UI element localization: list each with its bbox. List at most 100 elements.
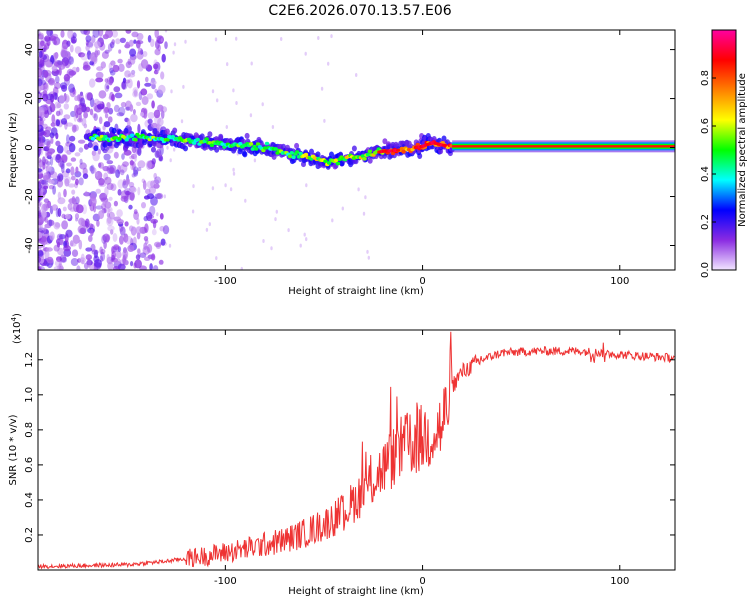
noise-dot <box>129 191 135 202</box>
noise-dot <box>161 53 166 63</box>
noise-dot <box>55 110 61 117</box>
noise-dot <box>119 37 126 43</box>
noise-dot <box>98 30 104 37</box>
noise-dot <box>149 205 156 216</box>
ridge-halo <box>382 138 388 145</box>
noise-dot <box>72 234 80 244</box>
noise-dot <box>85 254 93 261</box>
noise-dot <box>232 167 235 172</box>
ridge-core <box>133 138 138 142</box>
noise-dot <box>154 30 159 39</box>
noise-dot <box>46 256 54 264</box>
spectrogram-panel: -100 0 100 -40 -20 0 20 40 Height of straight l… <box>8 29 676 297</box>
noise-dot <box>81 105 87 113</box>
noise-dot <box>60 49 67 58</box>
noise-dot <box>106 182 114 191</box>
noise-dot <box>117 58 123 64</box>
noise-dot <box>57 263 64 270</box>
ridge-core <box>367 149 373 154</box>
noise-dot <box>145 188 151 195</box>
ridge-core <box>264 141 270 146</box>
noise-dot <box>38 124 42 131</box>
noise-dot <box>130 113 138 123</box>
noise-dot <box>65 229 73 238</box>
noise-dot <box>54 259 62 267</box>
noise-dot <box>138 91 143 101</box>
noise-dot <box>105 30 113 38</box>
noise-dot <box>100 251 106 262</box>
noise-dot <box>116 209 123 218</box>
noise-dot <box>111 250 117 260</box>
noise-dot <box>41 203 48 213</box>
noise-dot <box>64 178 70 187</box>
noise-dot <box>158 259 164 265</box>
noise-dot <box>38 256 42 263</box>
noise-dot <box>86 258 92 268</box>
noise-dot <box>160 238 166 246</box>
noise-dot <box>112 64 120 73</box>
noise-dot <box>64 51 71 59</box>
noise-dot <box>331 218 334 223</box>
noise-dot <box>102 200 107 206</box>
y-tick-label: 0 <box>24 144 35 150</box>
x-tick-label: 0 <box>419 276 425 287</box>
noise-dot <box>74 196 80 205</box>
noise-dot <box>122 178 127 186</box>
noise-dot <box>86 259 93 266</box>
ridge-halo <box>309 148 314 155</box>
snr-frame <box>37 329 676 571</box>
noise-dot <box>104 176 112 185</box>
noise-dot <box>70 175 76 181</box>
noise-dot <box>99 246 103 255</box>
noise-dot <box>77 139 86 144</box>
noise-dot <box>100 61 107 69</box>
noise-dot <box>82 173 89 180</box>
noise-dot <box>106 212 110 218</box>
noise-dot <box>101 51 109 59</box>
ridge-core <box>296 155 302 159</box>
noise-dot <box>57 173 64 182</box>
noise-dot <box>153 109 161 119</box>
chart-title: C2E6.2026.070.13.57.E06 <box>268 3 451 19</box>
noise-dot <box>90 167 97 174</box>
snr-scale-suffix: ) <box>12 313 23 317</box>
noise-dot <box>43 70 49 78</box>
noise-dot <box>154 193 162 199</box>
noise-dot <box>280 37 283 41</box>
noise-dot <box>103 121 111 128</box>
noise-dot <box>98 162 102 168</box>
noise-dot <box>79 91 84 97</box>
ridge-core <box>238 142 243 146</box>
noise-dot <box>90 164 95 175</box>
noise-dot <box>102 165 110 172</box>
colorbar-tick-label: 0.8 <box>700 70 711 86</box>
noise-dot <box>78 257 87 263</box>
y-tick-label: 0.4 <box>24 492 35 508</box>
noise-dot <box>135 226 143 235</box>
noise-dot <box>107 116 113 123</box>
colorbar-ticks: 0.0 0.2 0.4 0.6 0.8 <box>700 70 716 278</box>
noise-dot <box>122 77 127 84</box>
spectrogram-y-axis-label: Frequency (Hz) <box>8 112 19 188</box>
ridge-core <box>294 150 300 154</box>
noise-dot <box>75 204 84 214</box>
noise-dot <box>141 202 146 209</box>
noise-dot <box>81 117 87 127</box>
noise-dot <box>78 177 84 186</box>
noise-dot <box>135 254 141 260</box>
noise-dot <box>92 113 97 119</box>
noise-dot <box>305 183 308 188</box>
noise-dot <box>162 225 170 235</box>
noise-dot <box>107 216 112 224</box>
noise-dot <box>225 125 228 129</box>
ridge-core <box>326 161 332 165</box>
noise-dot <box>157 104 164 112</box>
noise-dot <box>115 169 120 179</box>
x-tick-label: 100 <box>610 276 629 287</box>
noise-dot <box>73 112 78 122</box>
noise-dot <box>108 167 116 174</box>
noise-dot <box>66 40 71 47</box>
noise-dot <box>78 147 84 153</box>
noise-dot <box>54 222 61 228</box>
noise-dot <box>115 250 122 259</box>
